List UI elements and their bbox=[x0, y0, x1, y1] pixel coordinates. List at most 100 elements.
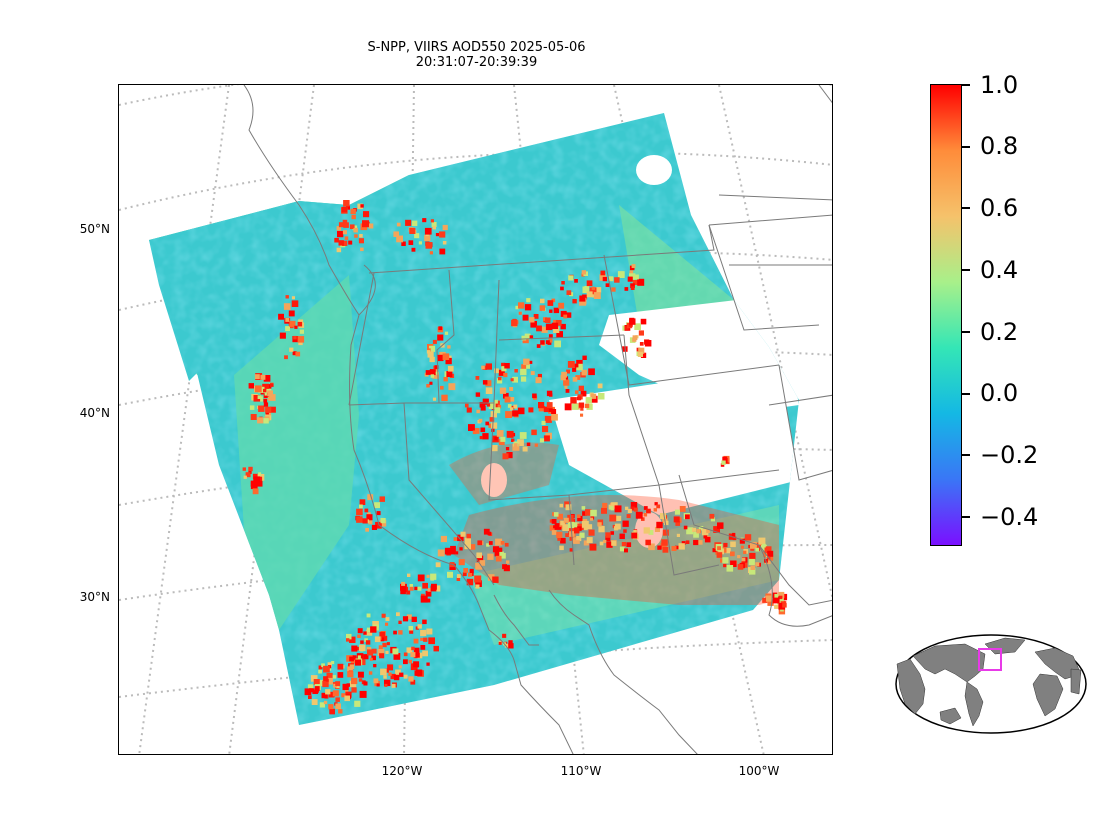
aod-pixel bbox=[468, 572, 473, 577]
aod-pixel bbox=[424, 234, 431, 242]
aod-pixel bbox=[411, 247, 416, 252]
aod-pixel bbox=[536, 344, 541, 348]
aod-pixel bbox=[593, 292, 601, 299]
aod-pixel bbox=[704, 536, 711, 543]
aod-pixel bbox=[586, 280, 593, 287]
aod-pixel bbox=[371, 524, 377, 530]
aod-pixel bbox=[479, 560, 486, 566]
aod-pixel bbox=[260, 374, 266, 380]
aod-pixel bbox=[513, 404, 518, 409]
aod-pixel bbox=[509, 397, 515, 402]
aod-pixel bbox=[588, 529, 595, 536]
aod-pixel bbox=[557, 513, 563, 520]
aod-pixel bbox=[737, 564, 744, 570]
aod-pixel bbox=[405, 219, 412, 226]
aod-pixel bbox=[336, 684, 340, 689]
aod-pixel bbox=[396, 235, 403, 243]
aod-pixel bbox=[464, 542, 471, 550]
aod-pixel bbox=[447, 355, 452, 360]
aod-pixel bbox=[263, 402, 269, 407]
aod-pixel bbox=[706, 529, 710, 534]
aod-pixel bbox=[427, 348, 431, 352]
aod-pixel bbox=[523, 358, 530, 366]
aod-pixel bbox=[653, 508, 657, 512]
aod-pixel bbox=[572, 522, 578, 528]
aod-pixel bbox=[720, 463, 725, 467]
aod-pixel bbox=[614, 277, 620, 283]
aod-pixel bbox=[492, 546, 499, 553]
aod-pixel bbox=[648, 543, 655, 551]
aod-pixel bbox=[598, 526, 605, 533]
aod-pixel bbox=[338, 240, 344, 246]
aod-pixel bbox=[386, 642, 390, 646]
aod-pixel bbox=[638, 347, 645, 354]
aod-pixel bbox=[432, 339, 437, 344]
aod-pixel bbox=[626, 514, 631, 519]
aod-pixel bbox=[351, 214, 356, 220]
aod-pixel bbox=[371, 655, 376, 661]
aod-pixel bbox=[610, 531, 614, 535]
aod-pixel bbox=[508, 640, 513, 645]
aod-pixel bbox=[698, 540, 703, 545]
aod-pixel bbox=[551, 530, 557, 535]
aod-pixel bbox=[646, 508, 651, 514]
aod-pixel bbox=[749, 552, 756, 560]
aod-pixel bbox=[739, 538, 745, 544]
aod-pixel bbox=[475, 376, 480, 380]
aod-pixel bbox=[408, 240, 414, 245]
aod-pixel bbox=[576, 363, 583, 371]
aod-pixel bbox=[523, 362, 530, 369]
aod-pixel bbox=[371, 648, 377, 654]
aod-pixel bbox=[553, 525, 557, 529]
aod-pixel bbox=[318, 665, 323, 670]
aod-pixel bbox=[463, 568, 469, 573]
colorbar-label: 1.0 bbox=[980, 71, 1019, 99]
aod-pixel bbox=[352, 655, 357, 660]
aod-pixel bbox=[577, 515, 583, 522]
aod-pixel bbox=[574, 363, 579, 368]
aod-pixel bbox=[482, 380, 488, 385]
aod-pixel bbox=[453, 537, 458, 541]
aod-pixel bbox=[626, 542, 632, 547]
aod-pixel bbox=[671, 546, 677, 551]
aod-pixel bbox=[338, 709, 343, 714]
aod-pixel bbox=[495, 538, 503, 546]
aod-pixel bbox=[258, 472, 262, 476]
aod-pixel bbox=[585, 397, 592, 404]
aod-pixel bbox=[545, 323, 553, 331]
aod-pixel bbox=[720, 558, 725, 563]
aod-pixel bbox=[634, 323, 641, 330]
aod-pixel bbox=[656, 504, 661, 509]
aod-pixel bbox=[503, 565, 510, 572]
aod-pixel bbox=[621, 542, 626, 547]
aod-pixel bbox=[572, 367, 577, 372]
aod-pixel bbox=[413, 638, 419, 644]
aod-pixel bbox=[385, 617, 390, 621]
aod-pixel bbox=[393, 674, 400, 681]
aod-pixel bbox=[431, 583, 437, 590]
aod-pixel bbox=[584, 403, 590, 409]
aod-pixel bbox=[402, 616, 409, 622]
aod-pixel bbox=[723, 542, 728, 548]
aod-pixel bbox=[469, 544, 476, 550]
aod-pixel bbox=[586, 403, 593, 410]
aod-pixel bbox=[723, 563, 727, 568]
aod-pixel bbox=[408, 659, 412, 664]
aod-pixel bbox=[565, 533, 569, 537]
aod-pixel bbox=[555, 320, 562, 326]
aod-pixel bbox=[540, 298, 545, 304]
aod-pixel bbox=[359, 690, 367, 698]
aod-pixel bbox=[572, 377, 578, 382]
aod-pixel bbox=[422, 218, 427, 223]
aod-pixel bbox=[531, 429, 537, 436]
aod-pixel bbox=[713, 526, 720, 533]
aod-pixel bbox=[439, 248, 446, 255]
aod-pixel bbox=[654, 526, 660, 532]
aod-pixel bbox=[435, 233, 440, 237]
aod-pixel bbox=[506, 430, 514, 438]
aod-pixel bbox=[574, 527, 580, 534]
aod-pixel bbox=[284, 355, 288, 360]
aod-pixel bbox=[242, 467, 246, 471]
aod-pixel bbox=[583, 526, 588, 531]
aod-pixel bbox=[458, 559, 465, 566]
